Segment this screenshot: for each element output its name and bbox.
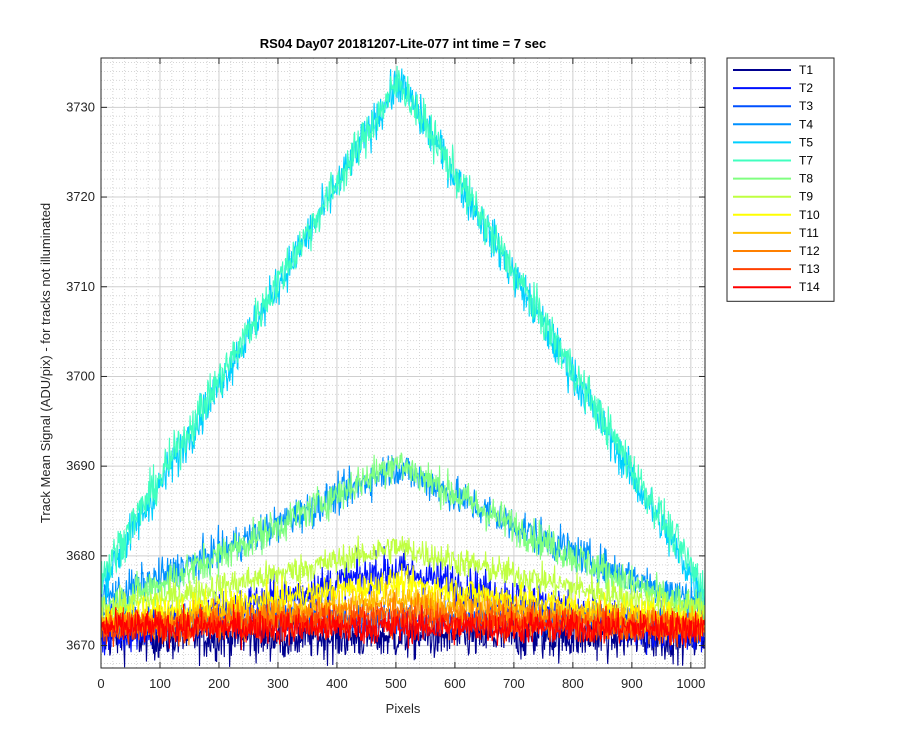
y-axis-label: Track Mean Signal (ADU/pix) - for tracks… (38, 203, 53, 523)
x-tick-label: 200 (208, 676, 230, 691)
legend-label-t11: T11 (799, 226, 819, 240)
x-tick-label: 1000 (676, 676, 705, 691)
chart-title: RS04 Day07 20181207-Lite-077 int time = … (260, 36, 547, 51)
x-tick-label: 700 (503, 676, 525, 691)
y-tick-label: 3710 (66, 279, 95, 294)
legend-label-t8: T8 (799, 172, 813, 186)
x-tick-label: 600 (444, 676, 466, 691)
y-tick-label: 3720 (66, 189, 95, 204)
legend-label-t2: T2 (799, 81, 813, 95)
legend-label-t13: T13 (799, 262, 820, 276)
x-tick-label: 300 (267, 676, 289, 691)
legend-label-t10: T10 (799, 208, 820, 222)
series-line-t10 (101, 563, 705, 636)
legend-label-t9: T9 (799, 190, 813, 204)
legend-label-t7: T7 (799, 154, 813, 168)
x-tick-label: 400 (326, 676, 348, 691)
series-line-t8 (101, 452, 705, 627)
x-tick-label: 800 (562, 676, 584, 691)
legend-label-t3: T3 (799, 99, 813, 113)
x-tick-label: 900 (621, 676, 643, 691)
legend-label-t14: T14 (799, 280, 820, 294)
y-tick-label: 3680 (66, 548, 95, 563)
x-tick-label: 100 (149, 676, 171, 691)
data-series-group (101, 65, 705, 668)
y-tick-label: 3730 (66, 99, 95, 114)
y-tick-label: 3700 (66, 368, 95, 383)
axis-ticks: 3670 3680 3690 3700 3710 3720 3730 0 100 200 300 40… (66, 58, 705, 691)
series-line-t7 (101, 65, 705, 605)
x-tick-label: 500 (385, 676, 407, 691)
legend-label-t1: T1 (799, 63, 813, 77)
y-tick-label: 3690 (66, 458, 95, 473)
legend-box (726, 57, 835, 302)
legend: T1 T2 T3 T4 T5 T7 T8 T9 T10 T11 T12 T13 T14 (726, 57, 835, 302)
x-tick-label: 0 (97, 676, 104, 691)
series-line-t14 (101, 604, 705, 651)
legend-label-t4: T4 (799, 117, 813, 131)
legend-label-t5: T5 (799, 135, 813, 149)
y-tick-label: 3670 (66, 638, 95, 653)
plot-frame (100, 57, 706, 669)
legend-label-t12: T12 (799, 244, 820, 258)
x-axis-label: Pixels (386, 701, 421, 716)
